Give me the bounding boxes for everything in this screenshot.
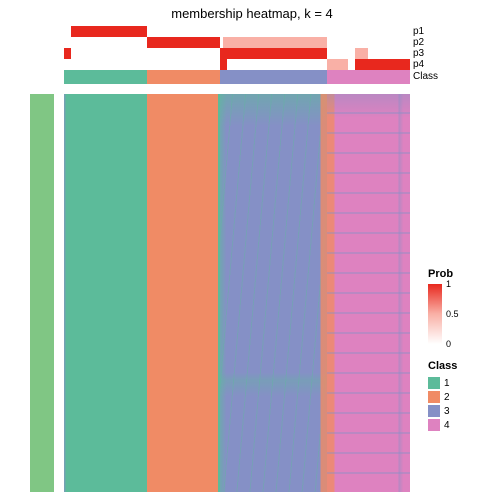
prob-seg — [220, 48, 327, 59]
swatch-icon — [428, 405, 440, 417]
heatmap-column — [327, 94, 410, 492]
prob-seg — [227, 59, 327, 70]
prob-seg — [147, 37, 220, 48]
class-seg-3 — [220, 70, 327, 84]
heatmap-noise-layer — [327, 94, 410, 492]
chart-title: membership heatmap, k = 4 — [171, 6, 333, 21]
class-swatch-row: 4 — [428, 418, 498, 432]
row-label-p4: p4 — [413, 59, 438, 70]
row-labels: p1p2p3p4Class — [413, 26, 438, 84]
heatmap-body — [64, 94, 410, 492]
class-swatch-row: 3 — [428, 404, 498, 418]
prob-row-p2 — [64, 37, 410, 48]
prob-seg — [327, 59, 348, 70]
prob-seg — [71, 48, 220, 59]
row-label-p3: p3 — [413, 48, 438, 59]
class-seg-4 — [327, 70, 410, 84]
prob-seg — [71, 26, 147, 37]
prob-row-p3 — [64, 48, 410, 59]
swatch-icon — [428, 391, 440, 403]
prob-row-p1 — [64, 26, 410, 37]
prob-seg — [64, 59, 220, 70]
heatmap-noise-layer — [64, 94, 147, 492]
legend-class-title: Class — [428, 360, 498, 372]
swatch-label: 1 — [444, 378, 450, 389]
class-swatch-row: 2 — [428, 390, 498, 404]
heatmap-column — [147, 94, 220, 492]
prob-seg — [348, 59, 355, 70]
prob-seg — [220, 59, 227, 70]
prob-tick: 1 — [446, 279, 451, 289]
class-swatch-row: 1 — [428, 376, 498, 390]
row-label-class: Class — [413, 70, 438, 84]
heatmap-noise-layer — [147, 94, 220, 492]
prob-tick: 0 — [446, 339, 451, 349]
sampling-sidebar — [30, 94, 54, 492]
prob-seg — [355, 59, 410, 70]
heatmap-column — [220, 94, 327, 492]
plot-area: 50 x 1 random samplings top 1000 rows — [30, 26, 410, 496]
swatch-label: 4 — [444, 420, 450, 431]
prob-seg — [64, 48, 71, 59]
swatch-label: 3 — [444, 406, 450, 417]
prob-seg — [64, 26, 71, 37]
row-gap — [64, 84, 410, 94]
prob-seg — [147, 26, 410, 37]
row-label-p2: p2 — [413, 37, 438, 48]
swatch-icon — [428, 419, 440, 431]
class-seg-1 — [64, 70, 147, 84]
swatch-label: 2 — [444, 392, 450, 403]
prob-gradient: 10.50 — [428, 284, 442, 344]
prob-seg — [327, 37, 410, 48]
class-seg-2 — [147, 70, 220, 84]
prob-row-p4 — [64, 59, 410, 70]
legend-class: Class 1 2 3 4 — [428, 360, 498, 432]
heatmap-noise-layer — [220, 94, 327, 492]
prob-seg — [327, 48, 355, 59]
class-swatches: 1 2 3 4 — [428, 376, 498, 432]
legend-prob-title: Prob — [428, 268, 498, 280]
prob-tick: 0.5 — [446, 309, 459, 319]
probability-rows — [64, 26, 410, 84]
row-label-p1: p1 — [413, 26, 438, 37]
class-row — [64, 70, 410, 84]
heatmap-column — [64, 94, 147, 492]
prob-seg — [64, 37, 147, 48]
prob-seg — [368, 48, 410, 59]
prob-seg — [223, 37, 327, 48]
legend-prob: Prob 10.50 — [428, 268, 498, 344]
swatch-icon — [428, 377, 440, 389]
prob-seg — [355, 48, 369, 59]
